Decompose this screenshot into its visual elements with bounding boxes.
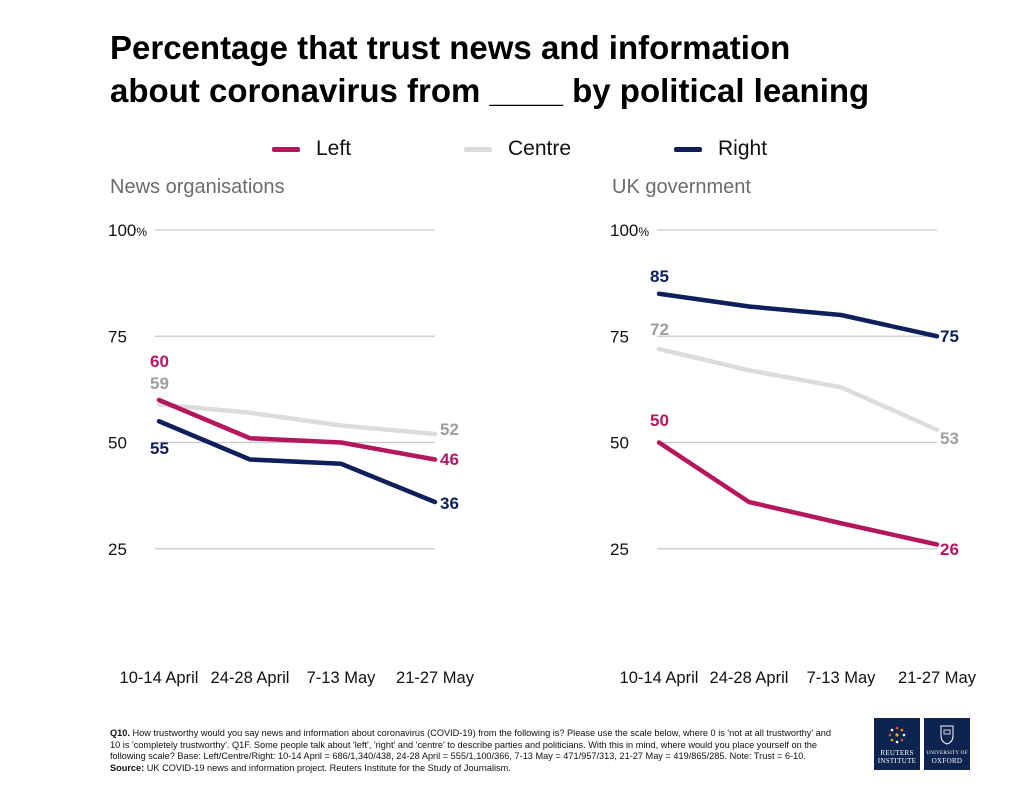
news-y-tick-label: 100% — [108, 221, 147, 240]
gov-data-label-right: 85 — [650, 267, 669, 286]
gov-series-right-line — [656, 291, 940, 339]
news-y-tick-label: 25 — [108, 540, 127, 559]
gov-x-tick-label: 10-14 April — [620, 669, 699, 687]
gov-y-tick-label: 100% — [610, 221, 649, 240]
news-data-label-right: 36 — [440, 494, 459, 513]
legend: Left Centre Right — [0, 134, 1024, 164]
news-series-centre-line — [156, 402, 438, 437]
gov-data-label-centre: 53 — [940, 429, 959, 448]
news-series-right-line — [156, 419, 438, 505]
news-x-tick-label: 10-14 April — [120, 669, 199, 687]
reuters-dots-icon — [888, 726, 906, 744]
gov-data-label-left: 50 — [650, 411, 669, 430]
news-data-label-left: 46 — [440, 450, 459, 469]
news-data-label-left: 60 — [150, 352, 169, 371]
news-data-label-centre: 59 — [150, 374, 169, 393]
chart-title-line-2: about coronavirus from ____ by political… — [110, 72, 870, 109]
panel-title-news-organisations: News organisations — [110, 176, 285, 198]
gov-x-tick-label: 7-13 May — [807, 669, 877, 687]
line-charts: 25 50 75 100% 10-14 April 24-28 April 7-13 May… — [108, 221, 977, 687]
oxford-logo-text: UNIVERSITY OF OXFORD — [924, 751, 970, 765]
news-x-tick-label: 7-13 May — [307, 669, 377, 687]
footnote-source-text: UK COVID-19 news and information project… — [144, 762, 511, 773]
news-x-tick-label: 24-28 April — [211, 669, 290, 687]
gov-series-left-line — [656, 440, 940, 547]
legend-swatch-centre — [464, 146, 492, 152]
legend-swatch-left — [272, 146, 300, 152]
gov-y-tick-label: 75 — [610, 327, 629, 346]
news-y-tick-label: 50 — [108, 434, 127, 453]
gov-series-centre-line — [656, 346, 940, 432]
oxford-logo-small-text: UNIVERSITY OF — [926, 751, 968, 756]
oxford-crest-icon — [940, 725, 954, 745]
legend-label-right: Right — [718, 137, 768, 160]
oxford-logo: UNIVERSITY OF OXFORD — [924, 718, 970, 770]
legend-swatch-right — [674, 146, 702, 152]
gov-x-tick-label: 21-27 May — [898, 669, 977, 687]
chart-title-line-1: Percentage that trust news and informati… — [110, 29, 791, 66]
footnote-text: How trustworthy would you say news and i… — [110, 728, 831, 762]
news-x-tick-label: 21-27 May — [396, 669, 475, 687]
reuters-logo-text: REUTERS INSTITUTE — [877, 749, 917, 765]
panel-title-uk-government: UK government — [612, 176, 751, 198]
gov-data-label-centre: 72 — [650, 320, 669, 339]
news-y-tick-label: 75 — [108, 327, 127, 346]
gov-x-tick-label: 24-28 April — [710, 669, 789, 687]
legend-item-right: Right — [674, 134, 767, 164]
reuters-institute-logo: REUTERS INSTITUTE — [874, 718, 920, 770]
oxford-logo-main-text: OXFORD — [931, 757, 963, 765]
footnote-source-label: Source: — [110, 762, 145, 773]
gov-data-label-right: 75 — [940, 327, 959, 346]
legend-label-centre: Centre — [508, 137, 572, 160]
gov-y-tick-label: 25 — [610, 540, 629, 559]
legend-item-left: Left — [272, 134, 351, 164]
footnote-question-label: Q10. — [110, 728, 130, 738]
legend-label-left: Left — [316, 137, 352, 160]
news-series-left-line — [156, 397, 438, 462]
news-data-label-centre: 52 — [440, 420, 459, 439]
chart-title: Percentage that trust news and informati… — [110, 26, 930, 112]
gov-data-label-left: 26 — [940, 540, 959, 559]
legend-item-centre: Centre — [464, 134, 571, 164]
logos: REUTERS INSTITUTE UNIVERSITY OF OXFORD — [874, 718, 970, 770]
footnote: Q10. How trustworthy would you say news … — [110, 728, 832, 774]
news-data-label-right: 55 — [150, 439, 169, 458]
gov-y-tick-label: 50 — [610, 434, 629, 453]
